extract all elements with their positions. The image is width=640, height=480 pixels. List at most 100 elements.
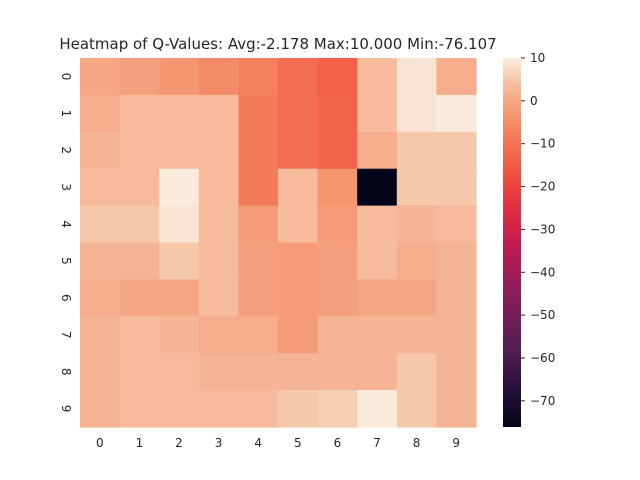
heatmap-cell-r9-c4 bbox=[238, 390, 279, 428]
heatmap-cell-r9-c2 bbox=[159, 390, 200, 428]
heatmap-cell-r6-c2 bbox=[159, 279, 200, 317]
heatmap-cells bbox=[80, 58, 477, 428]
heatmap-cell-r3-c0 bbox=[80, 168, 121, 207]
heatmap-cell-r4-c9 bbox=[436, 205, 477, 244]
heatmap-cell-r9-c8 bbox=[396, 390, 437, 428]
heatmap-cell-r7-c2 bbox=[159, 316, 200, 354]
heatmap-cell-r5-c9 bbox=[436, 242, 477, 280]
heatmap-cell-r8-c2 bbox=[159, 353, 200, 391]
heatmap-cell-r0-c6 bbox=[317, 58, 358, 96]
heatmap-cell-r9-c1 bbox=[119, 390, 160, 428]
heatmap-cell-r2-c9 bbox=[436, 131, 477, 170]
heatmap-cell-r6-c9 bbox=[436, 279, 477, 317]
heatmap-cell-r1-c8 bbox=[396, 94, 437, 133]
heatmap-cell-r3-c7 bbox=[357, 168, 398, 207]
colorbar-tick-label-1: 0 bbox=[530, 94, 538, 108]
y-axis-ticks: 0 1 2 3 4 5 6 7 8 9 bbox=[59, 73, 73, 413]
heatmap-cell-r4-c0 bbox=[80, 205, 121, 244]
heatmap-cell-r5-c6 bbox=[317, 242, 358, 280]
heatmap-cell-r0-c4 bbox=[238, 58, 279, 96]
x-tick-label-8: 8 bbox=[413, 436, 421, 450]
heatmap-cell-r8-c8 bbox=[396, 353, 437, 391]
heatmap-cell-r7-c1 bbox=[119, 316, 160, 354]
heatmap-cell-r8-c0 bbox=[80, 353, 121, 391]
heatmap-cell-r2-c0 bbox=[80, 131, 121, 170]
heatmap-cell-r3-c9 bbox=[436, 168, 477, 207]
heatmap-cell-r3-c6 bbox=[317, 168, 358, 207]
heatmap-cell-r7-c0 bbox=[80, 316, 121, 354]
heatmap-cell-r0-c2 bbox=[159, 58, 200, 96]
x-axis-ticks: 0 1 2 3 4 5 6 7 8 9 bbox=[96, 436, 460, 450]
heatmap-cell-r1-c5 bbox=[278, 94, 319, 133]
y-tick-label-7: 7 bbox=[59, 331, 73, 339]
heatmap-cell-r9-c3 bbox=[198, 390, 239, 428]
y-tick-label-1: 1 bbox=[59, 110, 73, 118]
heatmap-cell-r6-c3 bbox=[198, 279, 239, 317]
heatmap-cell-r0-c1 bbox=[119, 58, 160, 96]
heatmap-cell-r4-c3 bbox=[198, 205, 239, 244]
heatmap-cell-r9-c0 bbox=[80, 390, 121, 428]
heatmap-cell-r1-c2 bbox=[159, 94, 200, 133]
heatmap-cell-r8-c3 bbox=[198, 353, 239, 391]
heatmap-cell-r3-c4 bbox=[238, 168, 279, 207]
heatmap-cell-r3-c1 bbox=[119, 168, 160, 207]
heatmap-cell-r9-c5 bbox=[278, 390, 319, 428]
x-tick-label-3: 3 bbox=[215, 436, 223, 450]
heatmap-cell-r2-c8 bbox=[396, 131, 437, 170]
heatmap-cell-r6-c7 bbox=[357, 279, 398, 317]
heatmap-cell-r0-c3 bbox=[198, 58, 239, 96]
y-tick-label-6: 6 bbox=[59, 294, 73, 302]
heatmap-cell-r8-c1 bbox=[119, 353, 160, 391]
heatmap-cell-r9-c6 bbox=[317, 390, 358, 428]
heatmap-cell-r5-c7 bbox=[357, 242, 398, 280]
colorbar-tick-label-7: −60 bbox=[530, 351, 555, 365]
heatmap-cell-r5-c4 bbox=[238, 242, 279, 280]
x-tick-label-9: 9 bbox=[452, 436, 460, 450]
heatmap-cell-r4-c6 bbox=[317, 205, 358, 244]
heatmap-cell-r5-c3 bbox=[198, 242, 239, 280]
y-tick-label-4: 4 bbox=[59, 220, 73, 228]
heatmap-cell-r8-c4 bbox=[238, 353, 279, 391]
heatmap-cell-r0-c0 bbox=[80, 58, 121, 96]
heatmap-cell-r5-c2 bbox=[159, 242, 200, 280]
heatmap-cell-r3-c2 bbox=[159, 168, 200, 207]
colorbar-tick-label-5: −40 bbox=[530, 265, 555, 279]
heatmap-cell-r1-c1 bbox=[119, 94, 160, 133]
colorbar-tick-label-2: −10 bbox=[530, 137, 555, 151]
colorbar-ticks: 10 0 −10 −20 −30 −40 −50 −60 −70 bbox=[521, 51, 555, 408]
heatmap-cell-r2-c4 bbox=[238, 131, 279, 170]
colorbar-gradient bbox=[503, 58, 521, 427]
heatmap-cell-r1-c3 bbox=[198, 94, 239, 133]
y-tick-label-2: 2 bbox=[59, 146, 73, 154]
heatmap-cell-r8-c9 bbox=[436, 353, 477, 391]
y-tick-label-8: 8 bbox=[59, 368, 73, 376]
heatmap-cell-r7-c7 bbox=[357, 316, 398, 354]
heatmap-cell-r0-c8 bbox=[396, 58, 437, 96]
heatmap-cell-r0-c5 bbox=[278, 58, 319, 96]
heatmap-cell-r4-c4 bbox=[238, 205, 279, 244]
heatmap-cell-r6-c4 bbox=[238, 279, 279, 317]
x-tick-label-5: 5 bbox=[294, 436, 302, 450]
colorbar-tick-label-0: 10 bbox=[530, 51, 545, 65]
heatmap-cell-r5-c0 bbox=[80, 242, 121, 280]
heatmap-cell-r7-c3 bbox=[198, 316, 239, 354]
heatmap-cell-r4-c1 bbox=[119, 205, 160, 244]
colorbar bbox=[503, 58, 521, 427]
heatmap-cell-r2-c5 bbox=[278, 131, 319, 170]
heatmap-cell-r9-c9 bbox=[436, 390, 477, 428]
heatmap-cell-r6-c5 bbox=[278, 279, 319, 317]
heatmap-cell-r6-c1 bbox=[119, 279, 160, 317]
heatmap-cell-r3-c5 bbox=[278, 168, 319, 207]
x-tick-label-1: 1 bbox=[136, 436, 144, 450]
colorbar-tick-label-8: −70 bbox=[530, 394, 555, 408]
heatmap-cell-r2-c3 bbox=[198, 131, 239, 170]
heatmap-cell-r1-c6 bbox=[317, 94, 358, 133]
heatmap-cell-r7-c6 bbox=[317, 316, 358, 354]
heatmap-cell-r5-c5 bbox=[278, 242, 319, 280]
heatmap-cell-r4-c8 bbox=[396, 205, 437, 244]
x-tick-label-0: 0 bbox=[96, 436, 104, 450]
heatmap-cell-r2-c7 bbox=[357, 131, 398, 170]
y-tick-label-3: 3 bbox=[59, 183, 73, 191]
heatmap-cell-r7-c8 bbox=[396, 316, 437, 354]
heatmap-cell-r2-c2 bbox=[159, 131, 200, 170]
